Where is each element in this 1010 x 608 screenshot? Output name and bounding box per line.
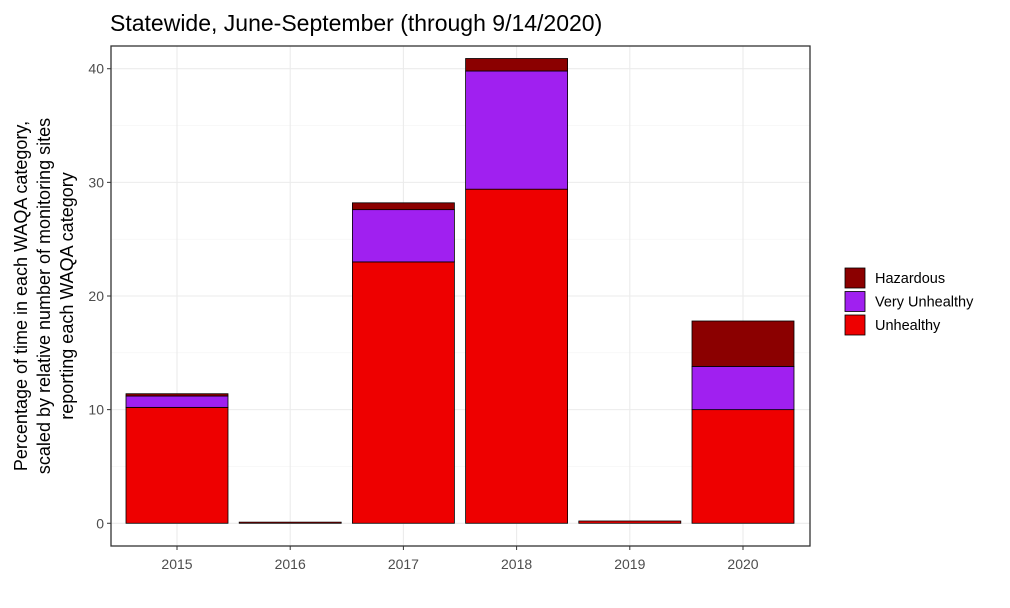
legend-label: Hazardous	[875, 271, 945, 287]
bar-2020-very-unhealthy	[691, 366, 795, 411]
y-tick-label: 10	[88, 402, 104, 418]
y-tick-label: 20	[88, 288, 104, 304]
bar-2015-very-unhealthy	[125, 395, 229, 408]
bar-2018-very-unhealthy	[465, 70, 569, 190]
y-tick-label: 30	[88, 174, 104, 190]
legend-swatch-very-unhealthy	[844, 291, 866, 312]
y-tick-label: 40	[88, 61, 104, 77]
legend: Hazardous Very Unhealthy Unhealthy	[844, 267, 974, 336]
bar-2016-unhealthy	[238, 521, 342, 524]
bar-2018-unhealthy	[465, 188, 569, 524]
x-tick-label: 2016	[275, 556, 306, 572]
x-tick-label: 2019	[614, 556, 645, 572]
bar-2020-hazardous	[691, 320, 795, 367]
chart-title: Statewide, June-September (through 9/14/…	[110, 10, 602, 36]
bar-2015-unhealthy	[125, 406, 229, 524]
x-axis: 2015 2016 2017 2018 2019 2020	[161, 546, 759, 572]
bar-2019-unhealthy	[578, 520, 682, 524]
legend-swatch-hazardous	[844, 267, 866, 289]
y-axis-label-line: reporting each WAQA category	[57, 172, 77, 419]
x-tick-label: 2017	[388, 556, 419, 572]
y-axis-label: Percentage of time in each WAQA category…	[11, 118, 77, 474]
bar-2017-unhealthy	[351, 261, 455, 524]
y-axis-label-line: Percentage of time in each WAQA category…	[11, 121, 31, 471]
legend-swatch-unhealthy	[844, 314, 866, 336]
y-axis-label-line: scaled by relative number of monitoring …	[34, 118, 54, 474]
x-tick-label: 2018	[501, 556, 532, 572]
bar-2018-hazardous	[465, 58, 569, 72]
x-tick-label: 2015	[161, 556, 192, 572]
x-tick-label: 2020	[727, 556, 758, 572]
y-tick-label: 0	[96, 515, 104, 531]
legend-label: Very Unhealthy	[875, 295, 974, 311]
bar-2015-hazardous	[125, 393, 229, 397]
legend-label: Unhealthy	[875, 318, 941, 334]
y-axis: 0 10 20 30 40	[88, 61, 111, 531]
bar-2020-unhealthy	[691, 409, 795, 524]
bars	[125, 58, 795, 524]
bar-2017-hazardous	[351, 202, 455, 211]
bar-2017-very-unhealthy	[351, 209, 455, 263]
